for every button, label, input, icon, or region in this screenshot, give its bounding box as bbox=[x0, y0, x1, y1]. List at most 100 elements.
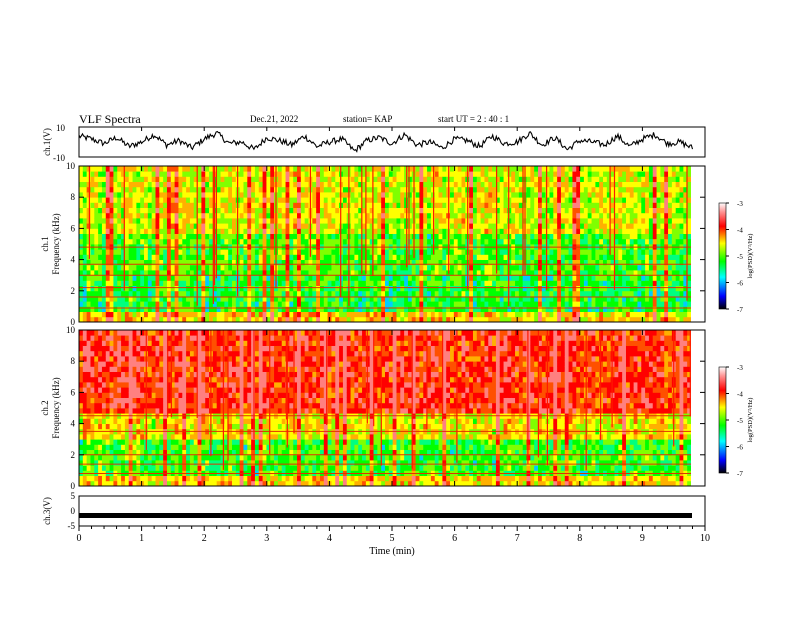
ch1-spec-cell bbox=[416, 291, 420, 297]
ch1-spec-cell bbox=[232, 234, 236, 240]
ch1-spec-cell bbox=[507, 312, 511, 318]
ch1-spec-cell bbox=[198, 306, 202, 312]
ch1-spec-cell bbox=[381, 286, 385, 292]
ch1-spec-cell bbox=[354, 213, 358, 219]
ch1-spec-cell bbox=[224, 301, 228, 307]
ch1-spec-cell bbox=[79, 166, 83, 172]
ch1-spec-cell bbox=[232, 228, 236, 234]
ch1-spec-cell bbox=[113, 202, 117, 208]
ch1-spec-cell bbox=[263, 249, 267, 255]
ch1-spec-cell bbox=[125, 176, 129, 182]
ch1-spec-cell bbox=[439, 213, 443, 219]
ch1-spec-cell bbox=[343, 265, 347, 271]
ch1-spec-cell bbox=[94, 192, 98, 198]
ch1-spec-cell bbox=[615, 275, 619, 281]
ch1-spec-cell bbox=[90, 301, 94, 307]
ch1-spec-cell bbox=[687, 202, 691, 208]
ch1-spec-colorbar-tick-label: -5 bbox=[737, 253, 743, 261]
ch1-spec-cell bbox=[408, 275, 412, 281]
ch1-spec-cell bbox=[171, 291, 175, 297]
ch1-spec-cell bbox=[159, 312, 163, 318]
ch1-spec-cell bbox=[618, 312, 622, 318]
ch1-spec-cell bbox=[167, 171, 171, 177]
ch2-spec-cell bbox=[87, 377, 91, 383]
ch2-spec-cell bbox=[79, 346, 83, 352]
ch1-spec-cell bbox=[680, 197, 684, 203]
ch1-spec-cell bbox=[538, 291, 542, 297]
ch1-spec-cell bbox=[584, 202, 588, 208]
ch1-spec-cell bbox=[515, 265, 519, 271]
ch1-spec-cell bbox=[320, 208, 324, 214]
ch1-spec-cell bbox=[687, 249, 691, 255]
ch1-spec-cell bbox=[515, 192, 519, 198]
ch1-spec-cell bbox=[450, 223, 454, 229]
ch1-spec-cell bbox=[534, 208, 538, 214]
ch1-spec-cell bbox=[331, 187, 335, 193]
ch1-spec-cell bbox=[374, 275, 378, 281]
ch1-spec-cell bbox=[90, 197, 94, 203]
ch1-spec-cell bbox=[87, 286, 91, 292]
ch1-spec-cell bbox=[144, 239, 148, 245]
ch1-spec-cell bbox=[595, 312, 599, 318]
ch1-spec-cell bbox=[125, 265, 129, 271]
ch1-spec-cell bbox=[289, 166, 293, 172]
ch1-spec-cell bbox=[553, 306, 557, 312]
ch1-spec-cell bbox=[305, 254, 309, 260]
ch1-spec-cell bbox=[419, 265, 423, 271]
ch1-spec-cell bbox=[500, 166, 504, 172]
ch1-spec-cell bbox=[416, 249, 420, 255]
ch1-spec-cell bbox=[113, 254, 117, 260]
ch1-spec-cell bbox=[159, 286, 163, 292]
ch1-spec-cell bbox=[133, 301, 137, 307]
ch1-spec-cell bbox=[511, 275, 515, 281]
ch1-spec-cell bbox=[542, 291, 546, 297]
ch1-spec-cell bbox=[572, 312, 576, 318]
ch1-spec-cell bbox=[492, 254, 496, 260]
ch2-spec-cell bbox=[83, 465, 87, 471]
ch1-spec-cell bbox=[133, 234, 137, 240]
ch1-spec-cell bbox=[171, 239, 175, 245]
ch1-spec-cell bbox=[266, 182, 270, 188]
ch1-spec-cell bbox=[129, 202, 133, 208]
ch1-spec-cell bbox=[221, 228, 225, 234]
ch1-spec-cell bbox=[106, 286, 110, 292]
ch1-spec-cell bbox=[232, 182, 236, 188]
ch1-spec-cell bbox=[83, 301, 87, 307]
ch1-spec-cell bbox=[351, 275, 355, 281]
ch1-spec-cell bbox=[312, 192, 316, 198]
ch1-spec-cell bbox=[588, 192, 592, 198]
ch1-spec-cell bbox=[385, 202, 389, 208]
ch1-spec-cell bbox=[664, 202, 668, 208]
ch1-spec-cell bbox=[98, 306, 102, 312]
ch1-spec-cell bbox=[175, 306, 179, 312]
ch1-spec-cell bbox=[592, 202, 596, 208]
ch1-spec-cell bbox=[117, 301, 121, 307]
ch1-spec-cell bbox=[240, 218, 244, 224]
ch1-spec-cell bbox=[469, 234, 473, 240]
ch1-spec-cell bbox=[454, 312, 458, 318]
ch1-spec-cell bbox=[282, 280, 286, 286]
ch1-spec-cell bbox=[660, 249, 664, 255]
ch1-spec-cell bbox=[209, 202, 213, 208]
ch1-spec-cell bbox=[676, 176, 680, 182]
ch1-spec-cell bbox=[504, 265, 508, 271]
ch1-spec-cell bbox=[630, 280, 634, 286]
ch1-spec-cell bbox=[507, 291, 511, 297]
ch1-spec-cell bbox=[672, 197, 676, 203]
ch1-spec-cell bbox=[481, 208, 485, 214]
ch1-spec-cell bbox=[680, 234, 684, 240]
ch1-spec-cell bbox=[247, 312, 251, 318]
ch1-spec-cell bbox=[592, 301, 596, 307]
ch1-spec-cell bbox=[263, 213, 267, 219]
ch1-spec-cell bbox=[266, 197, 270, 203]
ch1-spec-cell bbox=[117, 228, 121, 234]
ch1-spec-cell bbox=[240, 249, 244, 255]
ch1-spec-cell bbox=[133, 166, 137, 172]
ch1-spec-cell bbox=[442, 208, 446, 214]
ch1-spec-cell bbox=[136, 234, 140, 240]
ch1-spec-cell bbox=[469, 312, 473, 318]
ch1-spec-cell bbox=[217, 280, 221, 286]
ch1-spec-cell bbox=[324, 291, 328, 297]
ch1-spec-cell bbox=[232, 176, 236, 182]
ch1-spec-cell bbox=[549, 234, 553, 240]
